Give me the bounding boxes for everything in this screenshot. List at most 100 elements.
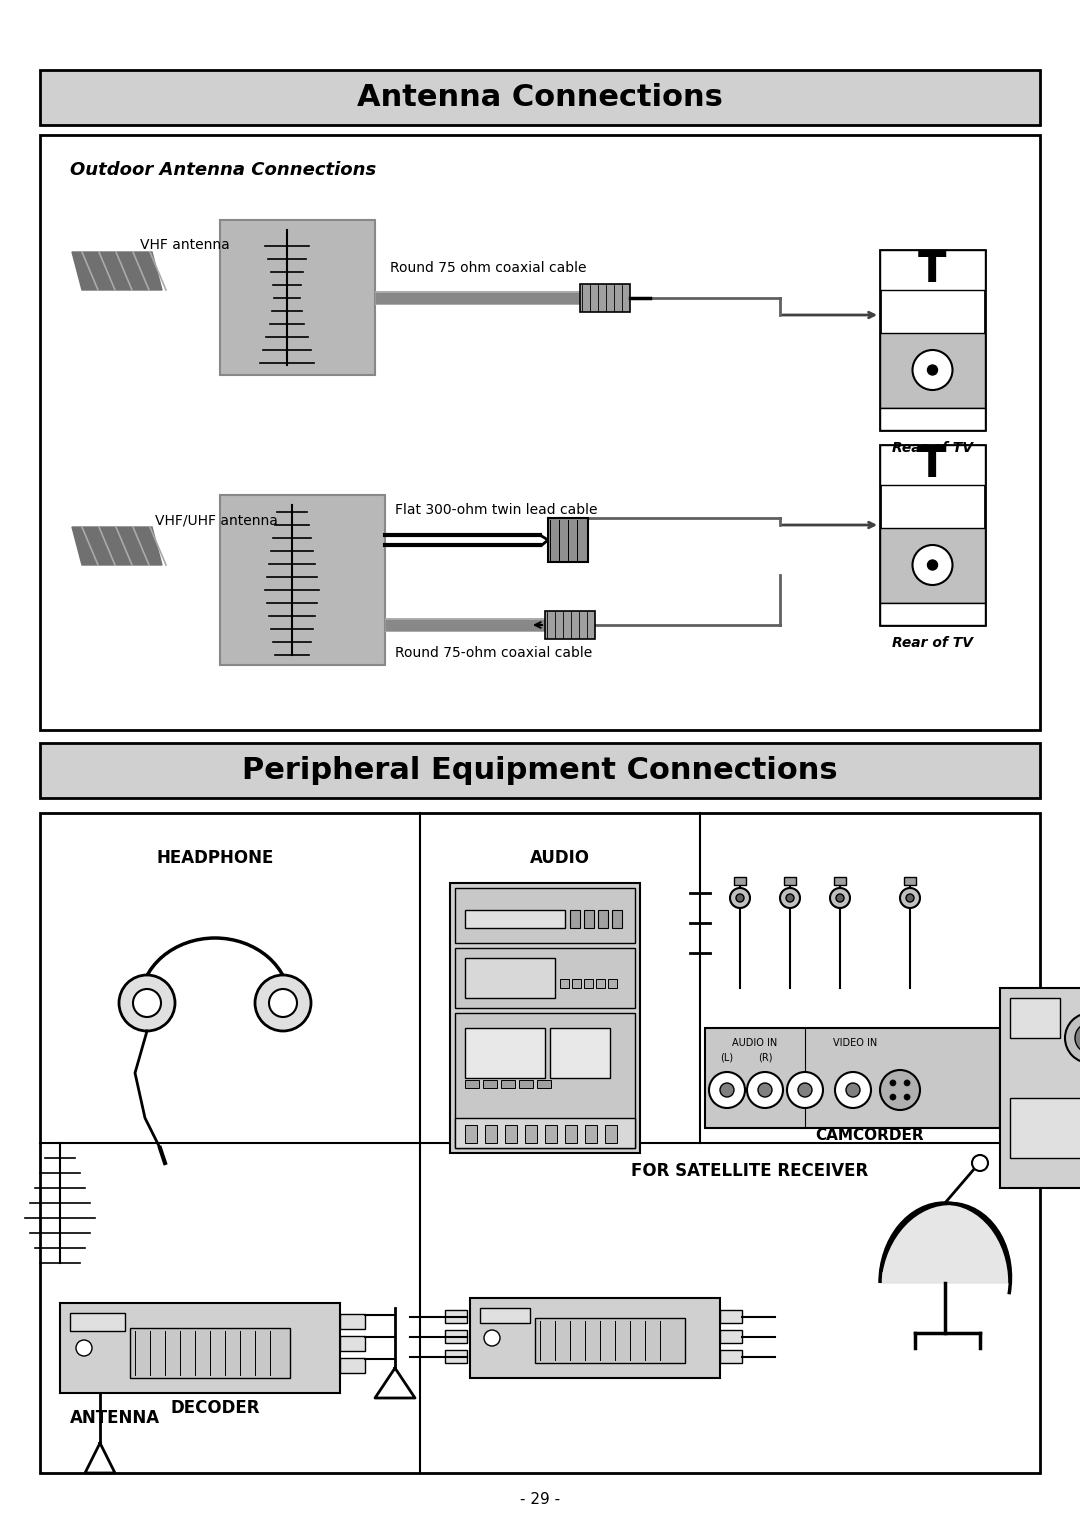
Text: AUDIO: AUDIO [530,850,590,866]
Bar [445,1309,467,1323]
Text: Antenna Connections: Antenna Connections [357,83,723,112]
Circle shape [831,888,850,908]
Circle shape [787,1073,823,1108]
Bar [580,284,630,312]
Bar [880,445,985,484]
Bar [1000,989,1080,1187]
Polygon shape [72,527,162,565]
Bar [340,1314,365,1329]
Polygon shape [72,252,162,290]
Text: T: T [918,249,947,290]
Bar [70,1313,125,1331]
Bar [1010,998,1059,1038]
Bar [1010,1099,1080,1158]
Bar [834,877,846,885]
Text: Outdoor Antenna Connections: Outdoor Antenna Connections [70,160,376,179]
Bar [545,611,595,639]
Bar [455,1118,635,1148]
Bar [537,1080,551,1088]
Circle shape [846,1083,860,1097]
Circle shape [904,1080,910,1086]
Bar [880,333,985,408]
Bar [455,1013,635,1148]
Bar [470,1297,720,1378]
Circle shape [133,989,161,1018]
Circle shape [890,1094,896,1100]
Text: FOR SATELLITE RECEIVER: FOR SATELLITE RECEIVER [632,1161,868,1180]
Text: VHF antenna: VHF antenna [140,238,230,252]
Text: HEADPHONE: HEADPHONE [157,850,273,866]
Circle shape [720,1083,734,1097]
Circle shape [1065,1013,1080,1063]
Text: Peripheral Equipment Connections: Peripheral Equipment Connections [242,756,838,785]
Circle shape [730,888,750,908]
Bar [340,1335,365,1351]
Bar [584,979,593,989]
Bar [40,134,1040,730]
Bar [519,1080,534,1088]
Circle shape [758,1083,772,1097]
Bar [565,1125,577,1143]
Text: AUDIO IN: AUDIO IN [732,1038,778,1048]
Text: - 29 -: - 29 - [519,1493,561,1508]
Polygon shape [880,1203,1010,1284]
Circle shape [880,1070,920,1109]
Bar [445,1351,467,1363]
Text: (L): (L) [720,1053,733,1063]
Bar [501,1080,515,1088]
Text: DECODER: DECODER [171,1400,260,1416]
Bar [445,1329,467,1343]
Bar [465,911,565,927]
Bar [720,1329,742,1343]
Circle shape [119,975,175,1031]
Circle shape [269,989,297,1018]
Bar [40,813,1040,1473]
Bar [572,979,581,989]
Bar [525,1125,537,1143]
Circle shape [255,975,311,1031]
Text: (R): (R) [758,1053,772,1063]
Bar [340,1358,365,1374]
Bar [880,529,985,604]
Bar [705,1028,1000,1128]
Text: Flat 300-ohm twin lead cable: Flat 300-ohm twin lead cable [395,503,597,516]
Bar [584,911,594,927]
Bar [784,877,796,885]
Bar [880,251,985,290]
Circle shape [928,365,937,374]
Circle shape [913,350,953,390]
Text: VIDEO IN: VIDEO IN [833,1038,877,1048]
Bar [612,911,622,927]
Text: Round 75-ohm coaxial cable: Round 75-ohm coaxial cable [395,646,592,660]
Bar [880,604,985,625]
Bar [720,1309,742,1323]
Bar [904,877,916,885]
Bar [734,877,746,885]
Bar [455,888,635,943]
Bar [596,979,605,989]
Bar [465,1080,480,1088]
Circle shape [76,1340,92,1355]
Bar [465,958,555,998]
Circle shape [913,545,953,585]
Circle shape [780,888,800,908]
Bar [570,911,580,927]
Circle shape [484,1329,500,1346]
Text: T: T [918,445,947,486]
Bar [608,979,617,989]
Bar [720,1351,742,1363]
Text: ANTENNA: ANTENNA [70,1409,160,1427]
Circle shape [747,1073,783,1108]
Circle shape [836,894,843,902]
Circle shape [890,1080,896,1086]
Text: VHF/UHF antenna: VHF/UHF antenna [156,513,278,527]
Circle shape [904,1094,910,1100]
Bar [220,220,375,374]
Bar [40,743,1040,798]
Bar [60,1303,340,1394]
Circle shape [735,894,744,902]
Bar [548,518,588,562]
Circle shape [835,1073,870,1108]
Text: Rear of TV: Rear of TV [892,636,973,649]
Bar [585,1125,597,1143]
